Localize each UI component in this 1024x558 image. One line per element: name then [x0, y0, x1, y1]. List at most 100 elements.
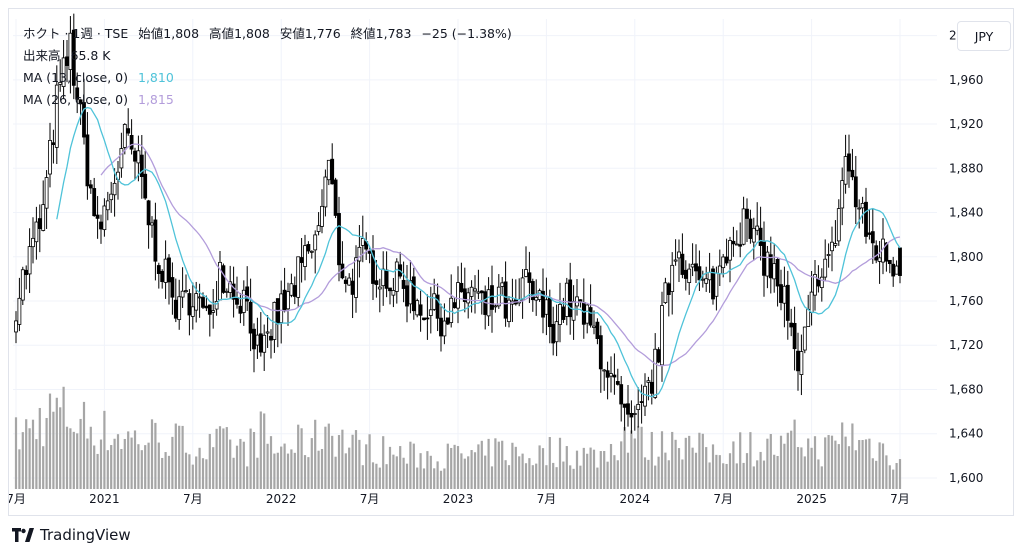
candle-body	[867, 232, 872, 235]
candle-body	[126, 128, 131, 134]
volume-bar	[674, 439, 677, 489]
volume-bar	[616, 460, 619, 489]
volume-bar	[171, 436, 174, 489]
ma13-legend[interactable]: MA (13, close, 0) 1,810	[23, 69, 174, 87]
candle-body	[418, 304, 423, 316]
candle-body	[75, 87, 80, 100]
candle-body	[221, 265, 226, 293]
volume-bar	[385, 464, 388, 489]
ma13-line	[56, 106, 901, 398]
volume-bar	[89, 426, 92, 489]
y-tick-label: 1,920	[949, 117, 983, 131]
volume-bar	[150, 419, 154, 489]
volume-bar	[786, 432, 789, 489]
candle-body	[354, 257, 358, 298]
volume-bar	[824, 437, 827, 489]
volume-bar	[399, 446, 402, 489]
volume-bar	[501, 440, 504, 489]
candle-body	[439, 317, 443, 337]
currency-button[interactable]: JPY	[957, 21, 1011, 51]
volume-bar	[269, 436, 273, 489]
low-value: 1,776	[304, 26, 341, 41]
volume-bar	[320, 448, 324, 489]
volume-bar	[878, 442, 881, 489]
candle-body	[490, 285, 494, 310]
candle-body	[289, 283, 294, 296]
chart-frame[interactable]: 2,0001,9601,9201,8801,8401,8001,7601,720…	[8, 8, 1014, 516]
volume-bar	[45, 417, 48, 489]
volume-bar	[21, 432, 24, 489]
candle-body	[728, 240, 732, 261]
symbol-title[interactable]: ホクト · 1週 · TSE	[23, 26, 129, 41]
volume-bar	[541, 448, 545, 489]
x-tick-label: 7月	[890, 492, 910, 506]
candle-body	[677, 251, 681, 259]
volume-bar	[337, 435, 341, 489]
candle-body	[541, 290, 545, 318]
candle-body	[133, 150, 137, 162]
candle-body	[629, 412, 634, 418]
candle-body	[632, 413, 637, 415]
candle-body	[768, 254, 773, 279]
candle-body	[748, 218, 753, 239]
volume-bar	[14, 417, 18, 489]
volume-bar	[895, 463, 898, 489]
volume-bar	[637, 426, 640, 489]
candle-body	[860, 202, 865, 209]
candle-body	[343, 279, 348, 284]
candle-body	[840, 180, 845, 209]
candle-body	[299, 257, 304, 263]
candle-body	[884, 242, 889, 262]
tradingview-brand[interactable]: TradingView	[12, 526, 131, 544]
candle-body	[265, 331, 270, 334]
volume-bar	[246, 466, 249, 489]
candle-body	[864, 201, 868, 237]
candle-body	[51, 142, 56, 146]
candle-body	[252, 328, 256, 350]
candle-body	[432, 293, 437, 310]
volume-bar	[892, 469, 895, 489]
y-tick-label: 1,800	[949, 250, 983, 264]
volume-bar	[643, 457, 647, 489]
candle-body	[493, 305, 498, 308]
volume-label: 出来高	[23, 48, 61, 63]
y-tick-label: 1,880	[949, 161, 983, 175]
volume-bar	[412, 443, 415, 489]
volume-bar	[599, 451, 602, 489]
candle-body	[415, 300, 420, 316]
volume-bar	[28, 428, 31, 489]
y-tick-label: 1,640	[949, 427, 983, 441]
candle-body	[350, 280, 355, 295]
volume-bar	[235, 445, 239, 489]
volume-bar	[205, 459, 208, 489]
volume-bar	[854, 450, 857, 489]
ma26-legend[interactable]: MA (26, close, 0) 1,815	[23, 91, 174, 109]
candle-body	[758, 227, 763, 246]
candle-body	[197, 296, 202, 299]
volume-bar	[433, 468, 436, 489]
volume-bar	[419, 453, 422, 489]
candle-body	[711, 268, 715, 300]
volume-legend[interactable]: 出来高 65.8 K	[23, 47, 111, 65]
volume-bar	[558, 437, 562, 489]
volume-bar	[603, 450, 606, 489]
candle-body	[235, 297, 239, 305]
volume-bar	[453, 444, 456, 489]
volume-bar	[630, 430, 633, 489]
candle-body	[95, 214, 100, 219]
volume-bar	[722, 463, 725, 489]
volume-bar	[314, 419, 317, 489]
volume-bar	[497, 441, 500, 489]
price-chart[interactable]: 2,0001,9601,9201,8801,8401,8001,7601,720…	[9, 9, 1015, 517]
candle-body	[279, 293, 284, 323]
volume-bar	[562, 461, 565, 489]
candle-body	[653, 348, 658, 398]
volume-bar	[514, 446, 517, 489]
candle-body	[887, 259, 892, 264]
volume-bar	[742, 462, 745, 489]
candle-body	[707, 271, 712, 281]
candle-body	[269, 335, 273, 341]
candle-body	[683, 269, 688, 279]
candle-body	[857, 207, 862, 210]
volume-bar	[694, 452, 698, 489]
